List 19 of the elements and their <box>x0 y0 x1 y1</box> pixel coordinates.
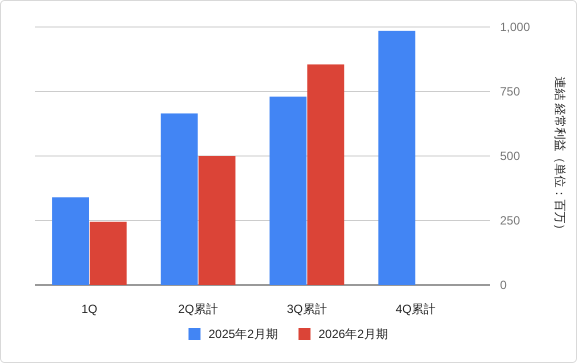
x-tick-label: 3Q累計 <box>286 302 327 316</box>
legend-label: 2025年2月期 <box>208 327 278 342</box>
y-axis-title: 連結 経常利益（単位：百万） <box>553 76 567 236</box>
bar <box>378 30 416 285</box>
x-tick-label: 2Q累計 <box>178 302 218 316</box>
x-tick-label: 4Q累計 <box>396 302 436 316</box>
x-tick-label: 1Q <box>81 302 98 316</box>
bar <box>160 113 198 285</box>
bar <box>198 156 236 285</box>
bar <box>90 222 127 285</box>
bar <box>270 96 306 285</box>
y-tick-label: 1,000 <box>500 20 530 34</box>
y-tick-label: 0 <box>500 278 507 292</box>
y-tick-label: 250 <box>500 214 520 228</box>
bar <box>52 197 89 285</box>
bar <box>307 64 344 285</box>
legend-label: 2026年2月期 <box>318 327 388 342</box>
y-tick-label: 750 <box>500 84 520 99</box>
y-tick-label: 500 <box>500 149 520 164</box>
